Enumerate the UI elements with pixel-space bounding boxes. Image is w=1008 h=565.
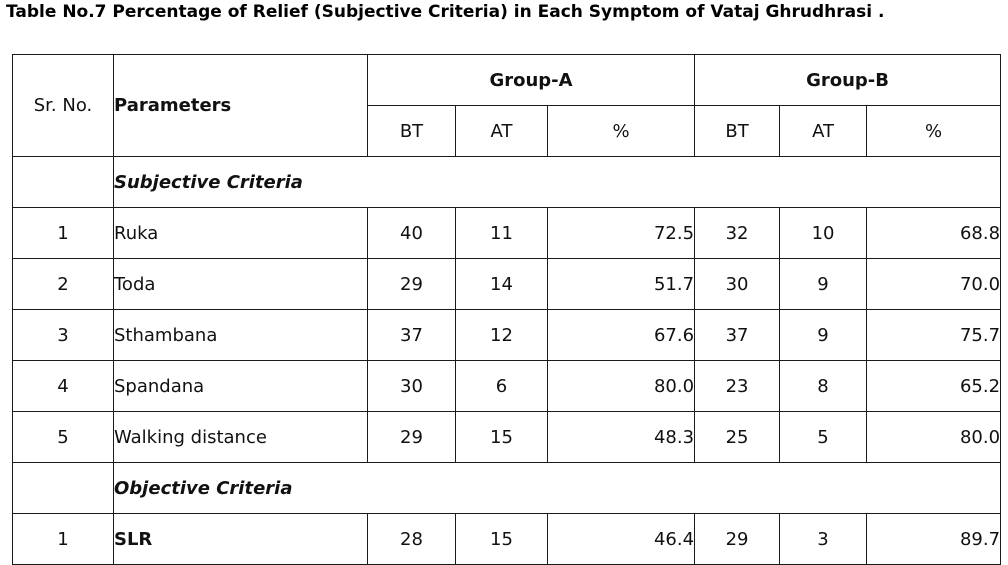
sr-no-cell: 4 [12,360,114,412]
group-b-at-header: AT [779,105,868,157]
table-row: 1 Ruka 40 11 72.5 32 10 68.8 [12,207,1002,259]
group-a-bt-header: BT [367,105,456,157]
group-a-at-cell: 11 [455,207,548,259]
group-b-bt-header: BT [694,105,781,157]
section-label-subjective: Subjective Criteria [112,156,1002,208]
parameter-cell: Walking distance [113,411,368,463]
parameter-cell: Sthambana [113,309,368,361]
sr-no-cell: 1 [12,513,114,565]
group-a-bt-cell: 29 [367,411,456,463]
parameters-header-cell: Parameters [113,54,368,157]
group-a-bt-cell: 37 [367,309,456,361]
section-spacer-cell [12,462,114,514]
parameter-cell: Spandana [113,360,368,412]
table-row: 3 Sthambana 37 12 67.6 37 9 75.7 [12,309,1002,361]
group-a-at-header: AT [455,105,548,157]
parameter-cell: Ruka [113,207,368,259]
group-b-percent-cell: 89.7 [866,513,1002,565]
parameter-cell: SLR [113,513,368,565]
group-a-bt-cell: 28 [367,513,456,565]
sr-no-cell: 3 [12,309,114,361]
group-b-bt-cell: 37 [694,309,781,361]
group-a-at-cell: 6 [455,360,548,412]
group-b-percent-cell: 70.0 [866,258,1002,310]
section-row-subjective: Subjective Criteria [12,156,1002,208]
section-label-objective: Objective Criteria [112,462,1002,514]
group-a-percent-header: % [546,105,696,157]
table-row: 4 Spandana 30 6 80.0 23 8 65.2 [12,360,1002,412]
group-b-at-cell: 9 [779,258,868,310]
sr-no-header-cell: Sr. No. [12,54,114,157]
group-b-at-cell: 5 [779,411,868,463]
group-a-header: Group-A [366,54,696,106]
group-b-at-cell: 9 [779,309,868,361]
group-b-at-cell: 10 [779,207,868,259]
table-row: 1 SLR 28 15 46.4 29 3 89.7 [12,513,1002,565]
group-a-percent-cell: 51.7 [546,258,696,310]
group-header-row: Sr. No. Parameters Group-A Group-B [12,54,1002,157]
group-b-at-cell: 3 [779,513,868,565]
section-spacer-cell [12,156,114,208]
group-a-bt-cell: 40 [367,207,456,259]
group-b-bt-cell: 23 [694,360,781,412]
group-b-percent-cell: 65.2 [866,360,1002,412]
sr-no-cell: 2 [12,258,114,310]
group-a-at-cell: 12 [455,309,548,361]
relief-table: Sr. No. Parameters Group-A Group-B BT AT… [12,54,1002,565]
group-a-percent-cell: 46.4 [546,513,696,565]
parameter-cell: Toda [113,258,368,310]
group-b-bt-cell: 29 [694,513,781,565]
group-a-percent-cell: 48.3 [546,411,696,463]
table-row: 5 Walking distance 29 15 48.3 25 5 80.0 [12,411,1002,463]
sr-no-cell: 1 [12,207,114,259]
column-header-row: BT AT % BT AT % [13,105,1002,157]
group-a-percent-cell: 72.5 [546,207,696,259]
group-b-percent-cell: 75.7 [866,309,1002,361]
group-b-at-cell: 8 [779,360,868,412]
group-b-percent-cell: 68.8 [866,207,1002,259]
group-a-at-cell: 15 [455,411,548,463]
group-b-header: Group-B [694,54,1002,106]
group-a-at-cell: 15 [455,513,548,565]
sr-no-cell: 5 [12,411,114,463]
group-b-percent-header: % [866,105,1002,157]
group-b-bt-cell: 25 [694,411,781,463]
group-a-percent-cell: 80.0 [546,360,696,412]
group-a-percent-cell: 67.6 [546,309,696,361]
table-title: Table No.7 Percentage of Relief (Subject… [6,2,885,22]
group-b-bt-cell: 32 [694,207,781,259]
group-a-at-cell: 14 [455,258,548,310]
group-a-bt-cell: 29 [367,258,456,310]
table-row: 2 Toda 29 14 51.7 30 9 70.0 [12,258,1002,310]
group-a-bt-cell: 30 [367,360,456,412]
section-row-objective: Objective Criteria [12,462,1002,514]
group-b-percent-cell: 80.0 [866,411,1002,463]
group-b-bt-cell: 30 [694,258,781,310]
